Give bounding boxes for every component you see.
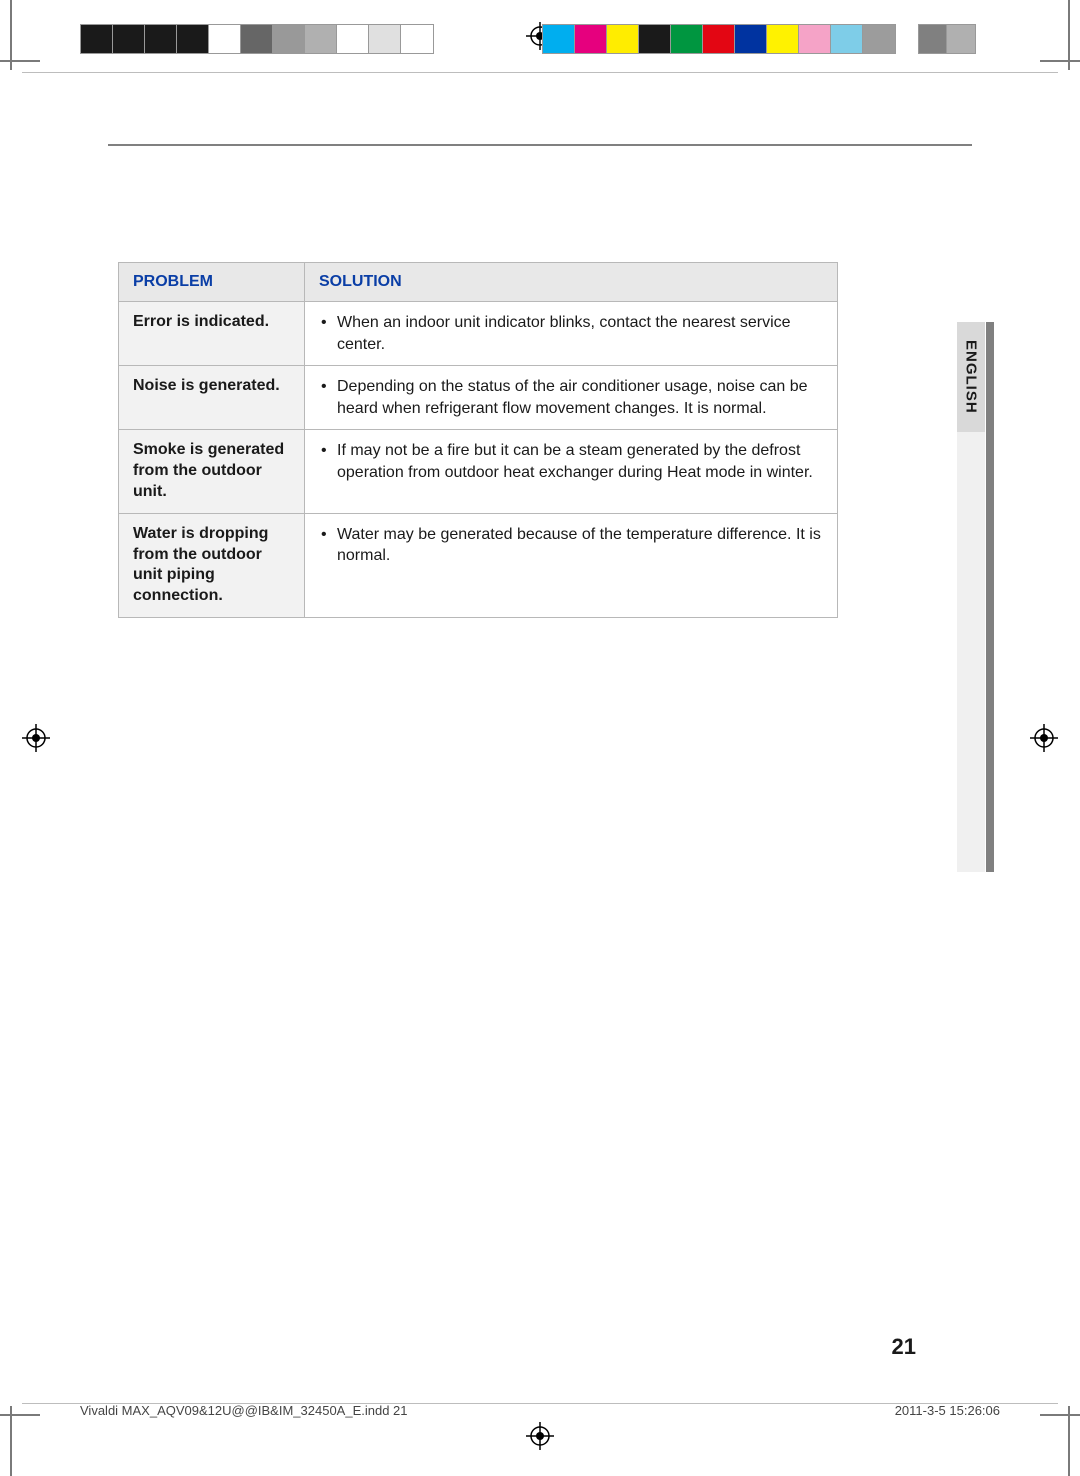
table-body: Error is indicated. When an indoor unit i… [119,302,838,618]
language-tab-label: ENGLISH [963,340,980,414]
crop-mark [1068,1406,1070,1476]
color-swatch [543,25,575,53]
color-swatch [337,25,369,53]
color-swatch [401,25,433,53]
color-swatch [145,25,177,53]
problem-cell: Error is indicated. [119,302,305,366]
solution-cell: Depending on the status of the air condi… [305,366,838,430]
color-swatch [273,25,305,53]
solution-item: If may not be a fire but it can be a ste… [319,440,823,483]
color-swatch [703,25,735,53]
color-swatch [671,25,703,53]
print-color-bar-left [80,24,434,54]
table-row: Noise is generated. Depending on the stat… [119,366,838,430]
color-swatch [947,25,975,53]
solution-cell: If may not be a fire but it can be a ste… [305,430,838,513]
color-swatch [831,25,863,53]
crop-mark [1040,1414,1080,1416]
color-swatch [919,25,947,53]
side-index-light [957,432,985,872]
problem-cell: Water is dropping from the outdoor unit … [119,513,305,617]
color-swatch [241,25,273,53]
registration-mark-icon [22,724,50,752]
side-index-bar [986,322,994,872]
color-swatch [305,25,337,53]
solution-cell: Water may be generated because of the te… [305,513,838,617]
solution-cell: When an indoor unit indicator blinks, co… [305,302,838,366]
color-swatch [735,25,767,53]
crop-mark [10,1406,12,1476]
table-row: Water is dropping from the outdoor unit … [119,513,838,617]
color-swatch [81,25,113,53]
color-swatch [177,25,209,53]
language-tab: ENGLISH [957,322,985,432]
crop-mark [1040,60,1080,62]
crop-mark [0,60,40,62]
footer-doc-name: Vivaldi MAX_AQV09&12U@@IB&IM_32450A_E.in… [80,1403,408,1418]
color-swatch [209,25,241,53]
color-swatch [575,25,607,53]
color-swatch [799,25,831,53]
footer-timestamp: 2011-3-5 15:26:06 [895,1403,1000,1418]
header-rule [108,144,972,146]
table-row: Error is indicated. When an indoor unit i… [119,302,838,366]
troubleshooting-table: PROBLEM SOLUTION Error is indicated. When… [118,262,838,618]
color-swatch [369,25,401,53]
color-swatch [767,25,799,53]
problem-cell: Noise is generated. [119,366,305,430]
solution-item: When an indoor unit indicator blinks, co… [319,312,823,355]
solution-item: Water may be generated because of the te… [319,524,823,567]
print-color-bar-right [542,24,896,54]
registration-mark-icon [526,1422,554,1450]
troubleshooting-table-wrap: PROBLEM SOLUTION Error is indicated. When… [118,262,838,618]
color-swatch [863,25,895,53]
color-swatch [607,25,639,53]
color-swatch [113,25,145,53]
table-header-problem: PROBLEM [119,263,305,302]
color-swatch [639,25,671,53]
page-root: ENGLISH PROBLEM SOLUTION Error is indica… [0,0,1080,1476]
table-row: Smoke is generated from the outdoor unit… [119,430,838,513]
crop-mark [0,1414,40,1416]
problem-cell: Smoke is generated from the outdoor unit… [119,430,305,513]
print-footer: Vivaldi MAX_AQV09&12U@@IB&IM_32450A_E.in… [80,1403,1000,1418]
table-header-solution: SOLUTION [305,263,838,302]
solution-item: Depending on the status of the air condi… [319,376,823,419]
registration-mark-icon [1030,724,1058,752]
print-gray-bar [918,24,976,54]
frame-line [22,72,1058,73]
page-number: 21 [892,1334,916,1360]
